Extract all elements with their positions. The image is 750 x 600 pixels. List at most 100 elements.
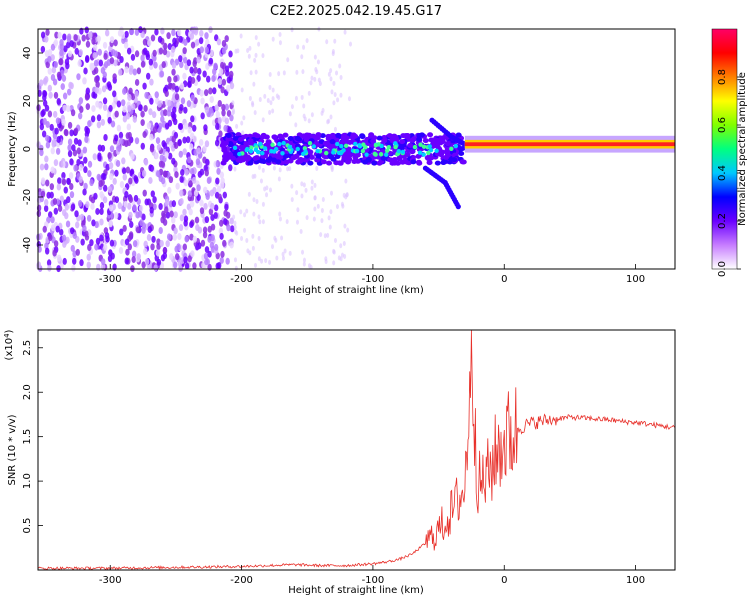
spectrogram-y-tick-label: 40 [22, 47, 33, 60]
spectrogram-noise-cell [109, 239, 115, 247]
spectrogram-noise-cell [90, 202, 95, 210]
snr-panel: -300 -200 -100 0 100 0.5 1.0 1.5 2.0 2.5 Height … [3, 329, 676, 596]
spectrogram-noise-cell [202, 231, 208, 239]
spectrogram-faint-cell [329, 209, 333, 215]
spectrogram-noise-cell [92, 43, 98, 51]
spectrogram-noise-cell [183, 106, 188, 114]
spectrogram-noise-cell [59, 195, 65, 203]
spectrogram-faint-cell [313, 54, 317, 60]
spectrogram-noise-cell [183, 122, 189, 130]
spectrogram-noise-cell [126, 47, 132, 55]
spectrogram-noise-cell [100, 258, 106, 266]
spectrogram-faint-cell [239, 209, 243, 215]
spectrogram-peak-cell [339, 143, 344, 149]
spectrogram-noise-cell [153, 61, 158, 69]
spectrogram-peak-cell [384, 152, 389, 157]
spectrogram-noise-cell [70, 203, 76, 211]
spectrogram-noise-cell [86, 261, 91, 269]
spectrogram-faint-cell [271, 36, 275, 42]
spectrogram-faint-cell [324, 256, 328, 262]
spectrogram-noise-cell [42, 117, 47, 125]
spectrogram-noise-cell [51, 140, 56, 148]
spectrogram-noise-cell [65, 220, 71, 228]
spectrogram-noise-cell [107, 116, 112, 124]
spectrogram-noise-cell [47, 67, 52, 75]
spectrogram-noise-cell [44, 163, 49, 171]
spectrogram-faint-cell [307, 90, 311, 96]
spectrogram-noise-cell [215, 252, 220, 260]
spectrogram-noise-cell [218, 130, 223, 138]
spectrogram-noise-cell [84, 230, 89, 238]
spectrogram-band-cell [303, 137, 310, 143]
spectrogram-peak-cell [315, 148, 320, 154]
spectrogram-noise-cell [220, 250, 225, 258]
spectrogram-noise-cell [83, 182, 88, 190]
spectrogram-noise-cell [227, 126, 232, 134]
spectrogram-noise-cell [208, 26, 213, 34]
spectrogram-x-ticks: -300 -200 -100 0 100 [99, 264, 645, 285]
spectrogram-noise-cell [179, 104, 184, 112]
spectrogram-peak-cell [386, 144, 392, 150]
spectrogram-faint-cell [255, 198, 259, 204]
spectrogram-noise-cell [40, 190, 46, 198]
spectrogram-noise-cell [107, 152, 112, 160]
spectrogram-peak-cell [373, 143, 379, 148]
spectrogram-noise-cell [218, 219, 224, 227]
spectrogram-peak-cell [417, 150, 423, 155]
spectrogram-noise-cell [225, 257, 230, 265]
spectrogram-faint-cell [349, 41, 353, 47]
spectrogram-noise-cell [47, 55, 52, 63]
spectrogram-noise-cell [186, 156, 192, 164]
spectrogram-noise-cell [212, 67, 217, 75]
spectrogram-faint-cell [343, 253, 347, 259]
spectrogram-band-cell [283, 159, 290, 165]
spectrogram-noise-cell [45, 179, 50, 187]
spectrogram-peak-cell [248, 149, 254, 154]
spectrogram-noise-cell [228, 61, 233, 69]
spectrogram-noise-cell [85, 87, 91, 95]
spectrogram-noise-cell [140, 142, 145, 150]
spectrogram-faint-cell [245, 237, 249, 243]
spectrogram-noise-cell [178, 150, 184, 158]
spectrogram-faint-cell [332, 260, 336, 266]
spectrogram-faint-cell [286, 57, 290, 63]
spectrogram-band-cell [444, 141, 451, 147]
spectrogram-band-cell [427, 132, 434, 138]
spectrogram-noise-cell [47, 84, 53, 92]
spectrogram-faint-cell [241, 130, 245, 136]
spectrogram-noise-cell [189, 200, 195, 208]
spectrogram-faint-cell [333, 92, 337, 98]
spectrogram-noise-cell [102, 41, 108, 49]
spectrogram-noise-cell [107, 83, 113, 91]
spectrogram-band-cell [381, 138, 388, 144]
spectrogram-band-cell [335, 132, 342, 138]
spectrogram-y-tick-label: -20 [22, 189, 33, 205]
spectrogram-noise-cell [127, 131, 132, 139]
spectrogram-noise-cell [173, 211, 178, 219]
spectrogram-noise-cell [69, 40, 74, 48]
spectrogram-faint-cell [323, 233, 327, 239]
spectrogram-band-cell [410, 159, 417, 165]
spectrogram-noise-cell [183, 38, 188, 46]
spectrogram-noise-cell [53, 39, 59, 47]
spectrogram-faint-cell [300, 54, 304, 60]
spectrogram-noise-cell [216, 167, 221, 175]
spectrogram-noise-cell [217, 78, 223, 86]
spectrogram-noise-cell [45, 134, 50, 142]
spectrogram-noise-cell [162, 170, 168, 178]
spectrogram-noise-cell [42, 225, 47, 233]
spectrogram-band-cell [306, 132, 313, 138]
spectrogram-faint-cell [261, 53, 265, 59]
spectrogram-faint-cell [263, 93, 267, 99]
spectrogram-band-cell [370, 138, 377, 144]
spectrogram-faint-cell [233, 166, 237, 172]
spectrogram-peak-cell [393, 141, 398, 146]
spectrogram-noise-cell [191, 27, 196, 35]
snr-x-tick-label: -300 [99, 575, 122, 586]
spectrogram-faint-cell [300, 94, 304, 100]
spectrogram-noise-cell [132, 115, 138, 123]
spectrogram-faint-cell [257, 214, 261, 220]
spectrogram-faint-cell [264, 258, 268, 264]
spectrogram-faint-cell [290, 27, 294, 33]
spectrogram-faint-cell [301, 249, 305, 255]
